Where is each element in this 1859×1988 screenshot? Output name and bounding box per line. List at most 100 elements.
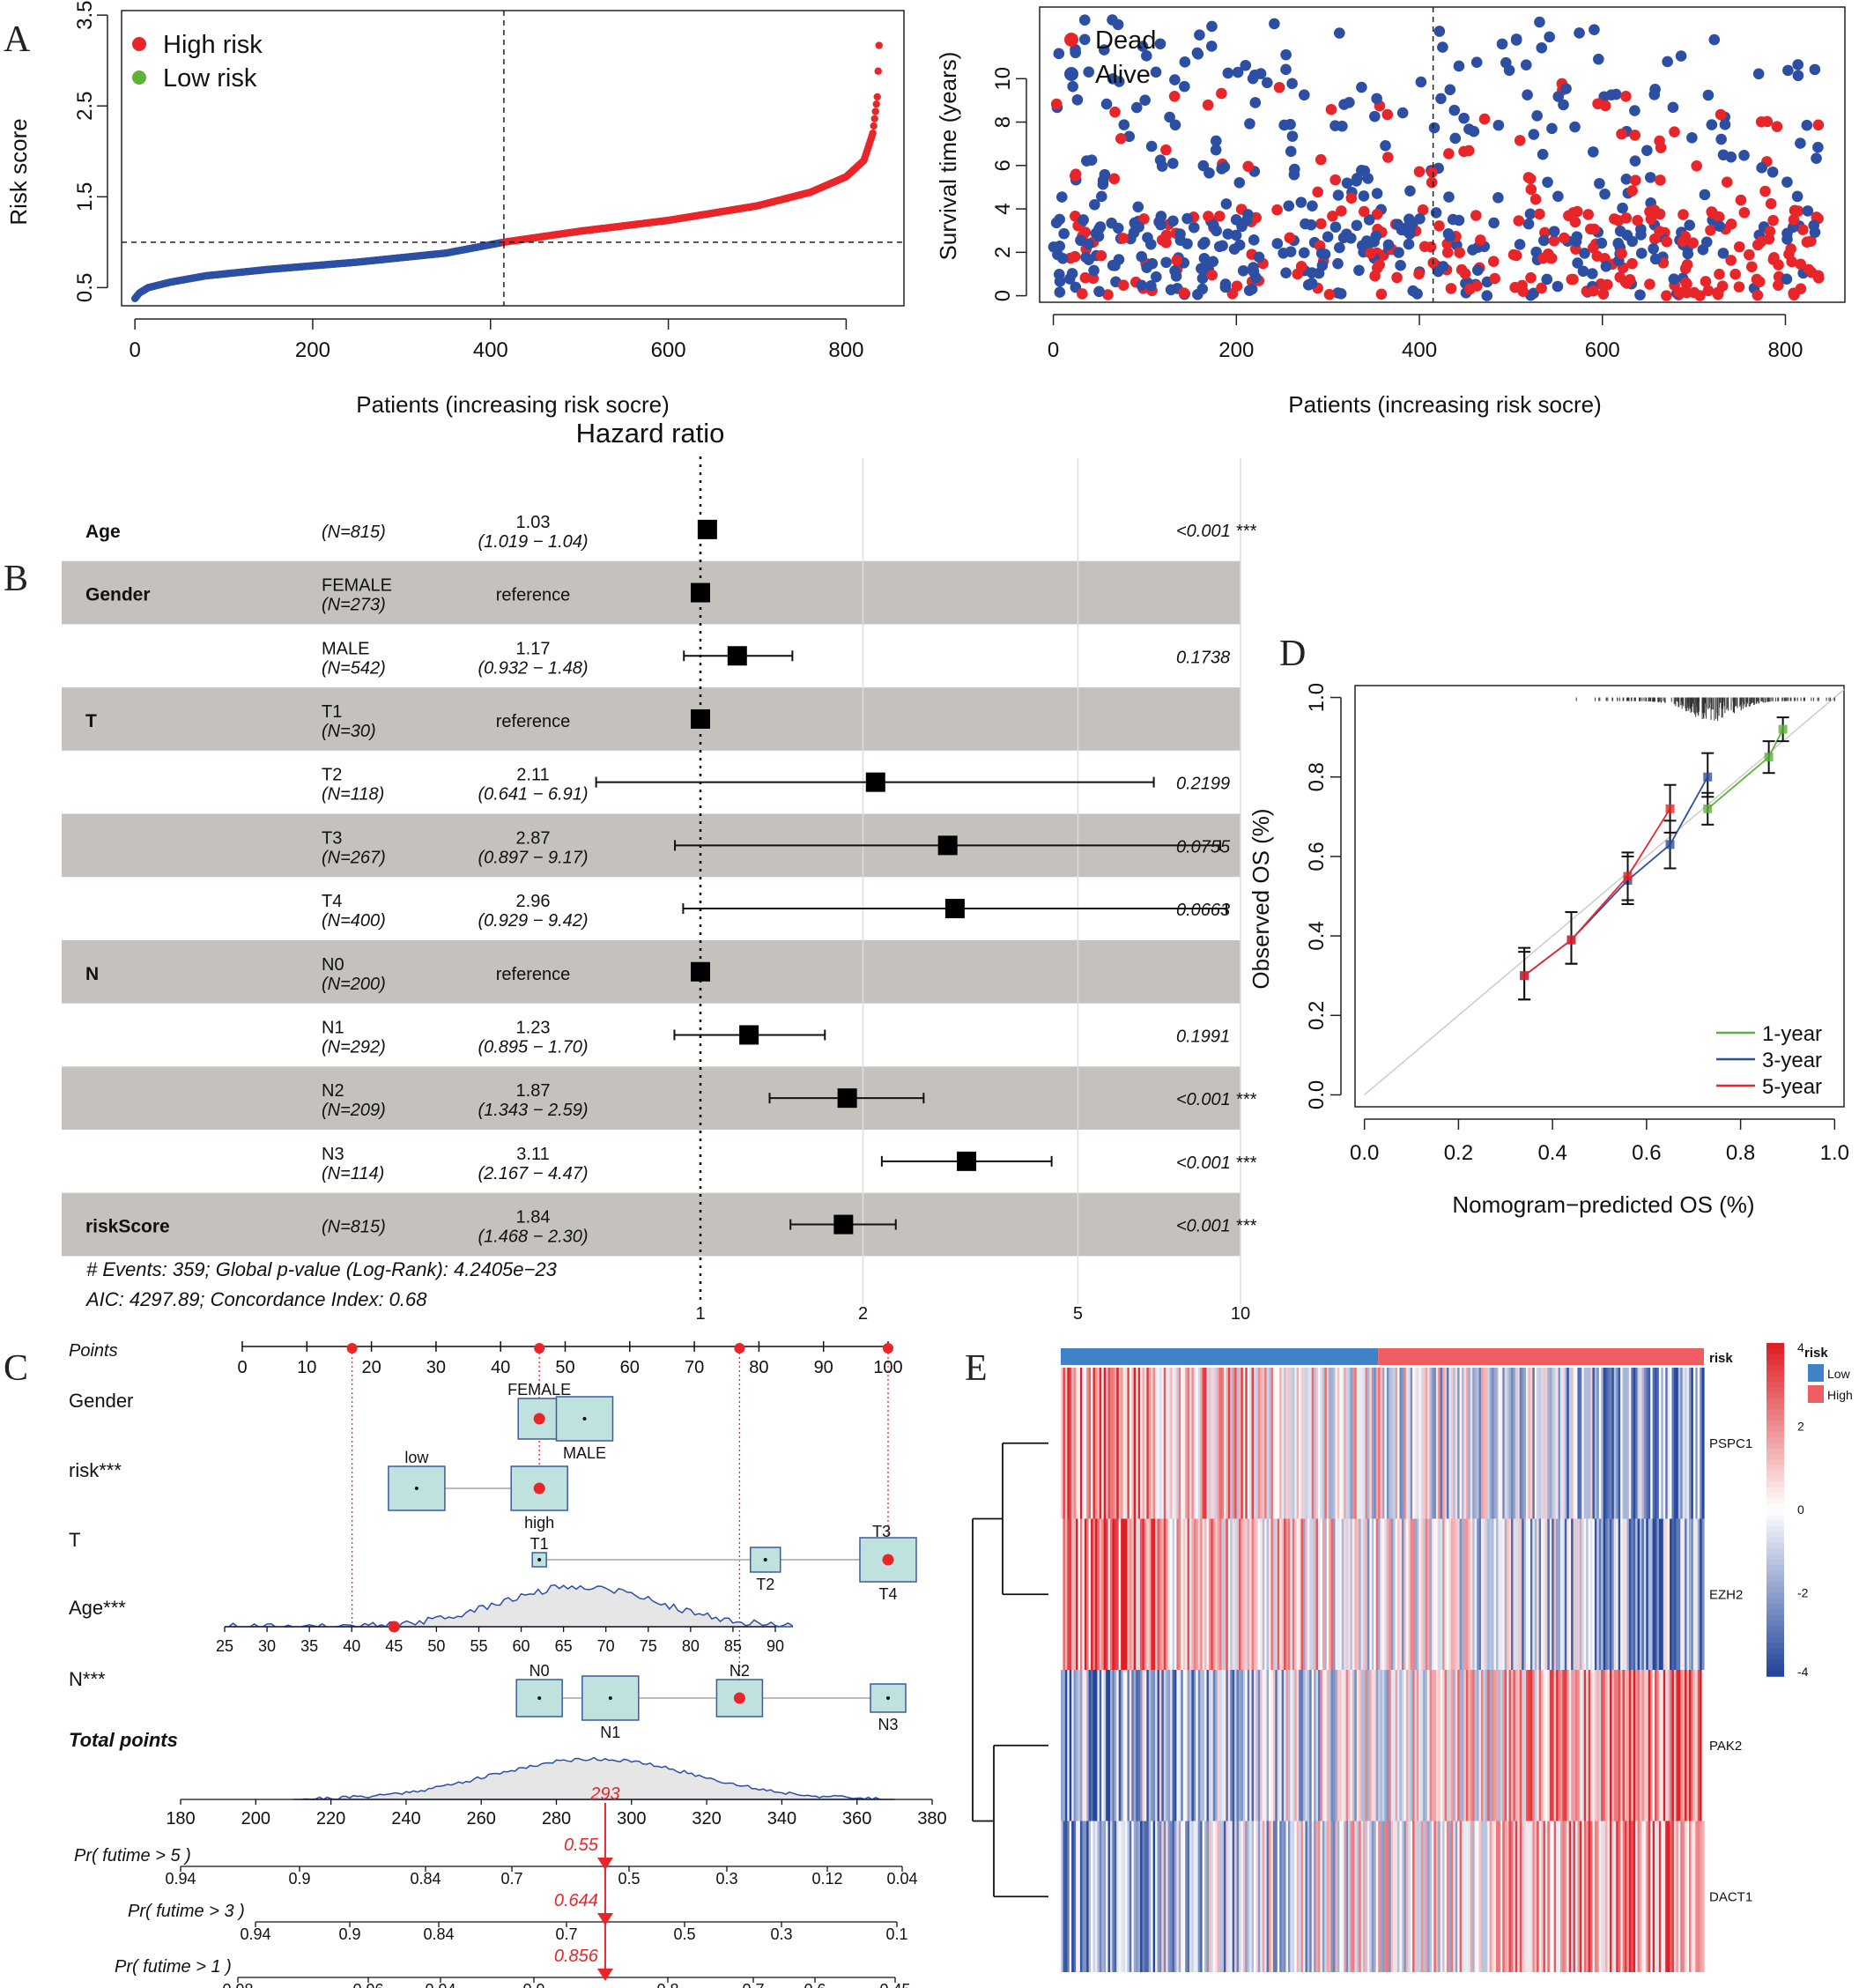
heatmap-cell bbox=[1549, 1368, 1552, 1519]
heatmap-scale-segment bbox=[1766, 1614, 1784, 1621]
heatmap-cell bbox=[1076, 1821, 1079, 1972]
heatmap-cell bbox=[1114, 1821, 1117, 1972]
dead-point bbox=[1738, 206, 1751, 219]
alive-point bbox=[1249, 97, 1262, 108]
heatmap-scale-segment bbox=[1766, 1376, 1784, 1383]
dead-point bbox=[1678, 209, 1689, 220]
heatmap-cell bbox=[1236, 1670, 1240, 1821]
forest-n: (N=267) bbox=[322, 848, 386, 867]
heatmap-cell bbox=[1622, 1821, 1626, 1972]
alive-point bbox=[1141, 262, 1152, 273]
heatmap-cell bbox=[1418, 1670, 1422, 1821]
dead-point bbox=[1584, 223, 1596, 235]
forest-footer-aic: AIC: 4297.89; Concordance Index: 0.68 bbox=[85, 1288, 427, 1310]
heatmap-cell bbox=[1345, 1368, 1349, 1519]
heatmap-cell bbox=[1423, 1368, 1426, 1519]
dead-point bbox=[1391, 271, 1403, 284]
heatmap-cell bbox=[1329, 1821, 1332, 1972]
alive-point bbox=[1241, 214, 1253, 226]
alive-point bbox=[1528, 129, 1540, 140]
heatmap-cell bbox=[1566, 1821, 1570, 1972]
heatmap-cell bbox=[1513, 1670, 1516, 1821]
heatmap-cell bbox=[1513, 1518, 1516, 1670]
forest-hr: 1.87 bbox=[516, 1081, 551, 1101]
heatmap-cell bbox=[1397, 1368, 1401, 1519]
heatmap-cell bbox=[1592, 1518, 1596, 1670]
heatmap-cell bbox=[1408, 1368, 1411, 1519]
heatmap-cell bbox=[1359, 1518, 1362, 1670]
heatmap-cell bbox=[1395, 1821, 1398, 1972]
heatmap-cell bbox=[1502, 1368, 1506, 1519]
nomogram-age-tick-label: 70 bbox=[597, 1637, 615, 1655]
heatmap-cell bbox=[1191, 1518, 1195, 1670]
heatmap-cell bbox=[1348, 1518, 1352, 1670]
forest-n: (N=30) bbox=[322, 722, 376, 741]
heatmap-cell bbox=[1275, 1821, 1278, 1972]
heatmap-cell bbox=[1416, 1821, 1419, 1972]
heatmap-cell bbox=[1196, 1518, 1199, 1670]
heatmap-cell bbox=[1064, 1821, 1068, 1972]
heatmap-cell bbox=[1063, 1518, 1066, 1670]
heatmap-cell bbox=[1427, 1518, 1431, 1670]
nomogram-age-tick-label: 55 bbox=[470, 1637, 487, 1655]
heatmap-cell bbox=[1622, 1518, 1626, 1670]
heatmap-cell bbox=[1178, 1670, 1181, 1821]
alive-point bbox=[1629, 155, 1641, 167]
dead-point bbox=[1489, 272, 1500, 285]
heatmap-cell bbox=[1523, 1821, 1527, 1972]
heatmap-cell bbox=[1094, 1368, 1098, 1519]
heatmap-cell bbox=[1170, 1368, 1174, 1519]
alive-point bbox=[1503, 64, 1515, 77]
panel-label-c: C bbox=[4, 1348, 28, 1389]
nomogram-prob-tick-label: 0.5 bbox=[618, 1870, 640, 1888]
heatmap-cell bbox=[1356, 1518, 1359, 1670]
alive-point bbox=[1781, 176, 1793, 188]
heatmap-cell bbox=[1700, 1670, 1703, 1821]
forest-level: T2 bbox=[322, 766, 342, 785]
alive-point bbox=[1393, 247, 1404, 258]
nomogram-selected-points bbox=[734, 1343, 745, 1354]
heatmap-cell bbox=[1099, 1518, 1102, 1670]
calibration-point bbox=[1703, 772, 1713, 782]
heatmap-cell bbox=[1477, 1821, 1480, 1972]
alive-point bbox=[1588, 146, 1599, 158]
heatmap-cell bbox=[1311, 1518, 1315, 1670]
heatmap-cell bbox=[1221, 1670, 1225, 1821]
heatmap-cell bbox=[1354, 1518, 1358, 1670]
heatmap-cell bbox=[1485, 1821, 1488, 1972]
heatmap-cell bbox=[1333, 1670, 1337, 1821]
nomogram-selected-points bbox=[346, 1343, 358, 1354]
heatmap-cell bbox=[1522, 1821, 1525, 1972]
alive-point bbox=[1714, 220, 1726, 232]
alive-point bbox=[1620, 174, 1633, 185]
heatmap-cell bbox=[1245, 1368, 1248, 1519]
heatmap-cell bbox=[1380, 1368, 1383, 1519]
heatmap-cell bbox=[1125, 1368, 1129, 1519]
dead-point bbox=[1735, 194, 1747, 206]
dead-point bbox=[1745, 261, 1758, 273]
nomogram-selected-value bbox=[882, 1554, 894, 1566]
heatmap-cell bbox=[1227, 1368, 1231, 1519]
heatmap-cell bbox=[1287, 1821, 1291, 1972]
dead-point bbox=[1587, 241, 1599, 254]
dead-point bbox=[1168, 90, 1181, 102]
heatmap-cell bbox=[1234, 1518, 1238, 1670]
heatmap-cell bbox=[1320, 1821, 1323, 1972]
alive-point bbox=[1233, 239, 1246, 251]
heatmap-cell bbox=[1552, 1821, 1555, 1972]
heatmap-cell bbox=[1655, 1670, 1658, 1821]
heatmap-cell bbox=[1500, 1670, 1503, 1821]
nomogram-prob-tick-label: 0.7 bbox=[500, 1870, 522, 1888]
heatmap-cell bbox=[1678, 1368, 1681, 1519]
forest-point-estimate bbox=[944, 899, 965, 919]
heatmap-cell bbox=[1438, 1368, 1441, 1519]
heatmap-cell bbox=[1223, 1670, 1226, 1821]
heatmap-cell bbox=[1692, 1518, 1696, 1670]
heatmap-cell bbox=[1598, 1670, 1602, 1821]
forest-p-value: 0.2199 bbox=[1176, 775, 1230, 794]
nomogram-age-selected bbox=[388, 1621, 400, 1633]
heatmap-cell bbox=[1500, 1368, 1503, 1519]
dead-point bbox=[1654, 135, 1665, 147]
heatmap-cell bbox=[1146, 1368, 1150, 1519]
heatmap-cell bbox=[1322, 1821, 1325, 1972]
